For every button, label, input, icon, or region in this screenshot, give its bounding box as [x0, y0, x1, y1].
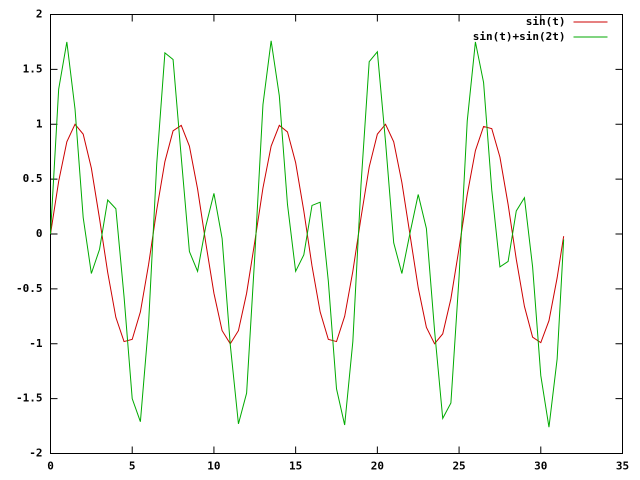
x-tick-label: 15 [289, 460, 302, 473]
x-tick-label: 20 [371, 460, 384, 473]
x-tick-label: 10 [207, 460, 220, 473]
y-tick-label: -0.5 [16, 282, 43, 295]
x-tick-label: 35 [616, 460, 629, 473]
y-tick-label: -2 [29, 447, 42, 460]
x-tick-label: 30 [534, 460, 547, 473]
y-tick-label: 0 [36, 227, 43, 240]
series-line [50, 123, 565, 345]
legend-label: sin(t)+sin(2t) [473, 30, 566, 43]
y-tick-label: 0.5 [23, 172, 43, 185]
y-tick-label: -1 [29, 337, 43, 350]
y-tick-label: 1.5 [23, 62, 43, 75]
y-tick-label: 2 [36, 8, 43, 21]
y-tick-label: 1 [36, 117, 43, 130]
x-tick-label: 25 [452, 460, 465, 473]
x-tick-label: 0 [47, 460, 54, 473]
y-tick-label: -1.5 [16, 392, 43, 405]
series-line [50, 40, 565, 428]
legend-label: sin(t) [526, 15, 566, 28]
x-tick-label: 5 [129, 460, 136, 473]
